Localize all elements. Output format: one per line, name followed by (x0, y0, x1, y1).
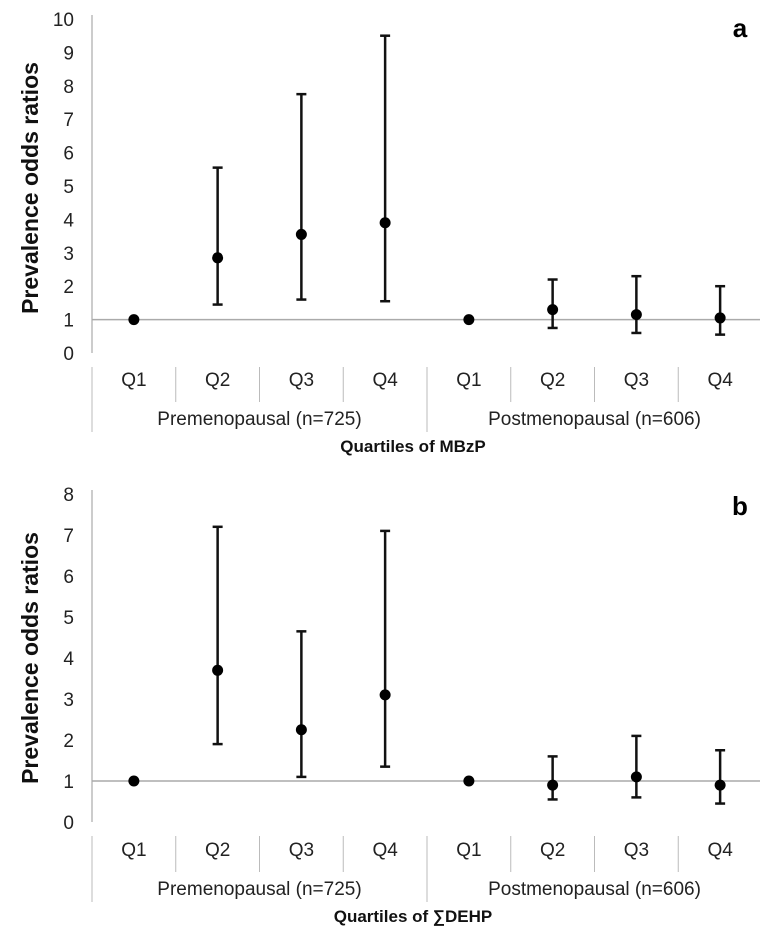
x-category-label: Q1 (456, 840, 481, 861)
y-tick-label: 1 (63, 311, 74, 332)
data-point (463, 775, 475, 787)
data-point (212, 664, 224, 676)
data-point (379, 217, 391, 229)
y-tick-label: 6 (63, 144, 74, 165)
x-axis-title: Quartiles of ∑DEHP (334, 907, 493, 926)
y-axis-title: Prevalence odds ratios (17, 532, 43, 784)
x-category-label: Q2 (540, 840, 565, 861)
y-tick-label: 1 (63, 772, 74, 793)
x-category-label: Q1 (121, 840, 146, 861)
x-axis-title: Quartiles of MBzP (340, 437, 485, 456)
y-tick-label: 2 (63, 277, 74, 298)
data-point (379, 689, 391, 701)
y-tick-label: 8 (63, 485, 74, 506)
data-point (128, 775, 140, 787)
data-point (128, 314, 140, 326)
x-group-label: Postmenopausal (n=606) (488, 409, 701, 430)
x-category-label: Q3 (289, 370, 314, 391)
y-tick-label: 10 (53, 10, 74, 31)
y-tick-label: 7 (63, 526, 74, 547)
x-category-label: Q1 (456, 370, 481, 391)
y-tick-label: 2 (63, 731, 74, 752)
y-tick-label: 0 (63, 344, 74, 365)
y-tick-label: 9 (63, 43, 74, 64)
y-tick-label: 3 (63, 244, 74, 265)
y-tick-label: 5 (63, 177, 74, 198)
panel-label: b (732, 491, 748, 521)
x-category-label: Q4 (707, 370, 733, 391)
chart-panel-a: 0 1 2 3 4 5 6 7 8 9 10 Q1 Q2 Q3 Q4 Q1 Q2 Q3 Q4 Premenopausa… (17, 10, 760, 456)
data-point (547, 779, 559, 791)
x-group-label: Premenopausal (n=725) (157, 409, 361, 430)
data-point (714, 779, 726, 791)
x-category-label: Q1 (121, 370, 146, 391)
data-point (714, 312, 726, 324)
data-point (630, 309, 642, 321)
y-tick-label: 6 (63, 567, 74, 588)
x-category-label: Q4 (707, 840, 733, 861)
y-tick-label: 4 (63, 210, 74, 231)
data-point (212, 252, 224, 264)
y-tick-label: 0 (63, 813, 74, 834)
x-category-label: Q2 (205, 840, 230, 861)
x-category-label: Q2 (205, 370, 230, 391)
data-point (630, 771, 642, 783)
x-category-label: Q4 (372, 370, 398, 391)
data-point (295, 228, 307, 240)
x-category-label: Q3 (624, 370, 649, 391)
y-tick-label: 3 (63, 690, 74, 711)
x-category-label: Q3 (289, 840, 314, 861)
y-tick-label: 5 (63, 608, 74, 629)
y-tick-label: 7 (63, 110, 74, 131)
panel-label: a (733, 13, 748, 43)
x-category-label: Q3 (624, 840, 649, 861)
y-tick-label: 4 (63, 649, 74, 670)
x-group-label: Premenopausal (n=725) (157, 879, 361, 900)
y-axis-title: Prevalence odds ratios (17, 62, 43, 314)
x-category-label: Q4 (372, 840, 398, 861)
x-category-label: Q2 (540, 370, 565, 391)
x-group-label: Postmenopausal (n=606) (488, 879, 701, 900)
data-point (295, 724, 307, 736)
chart-panel-b: 0 1 2 3 4 5 6 7 8 Q1 Q2 Q3 Q4 Q1 Q2 Q3 Q4 Premenopausal (… (17, 485, 760, 926)
y-tick-label: 8 (63, 77, 74, 98)
data-point (463, 314, 475, 326)
data-point (547, 304, 559, 316)
